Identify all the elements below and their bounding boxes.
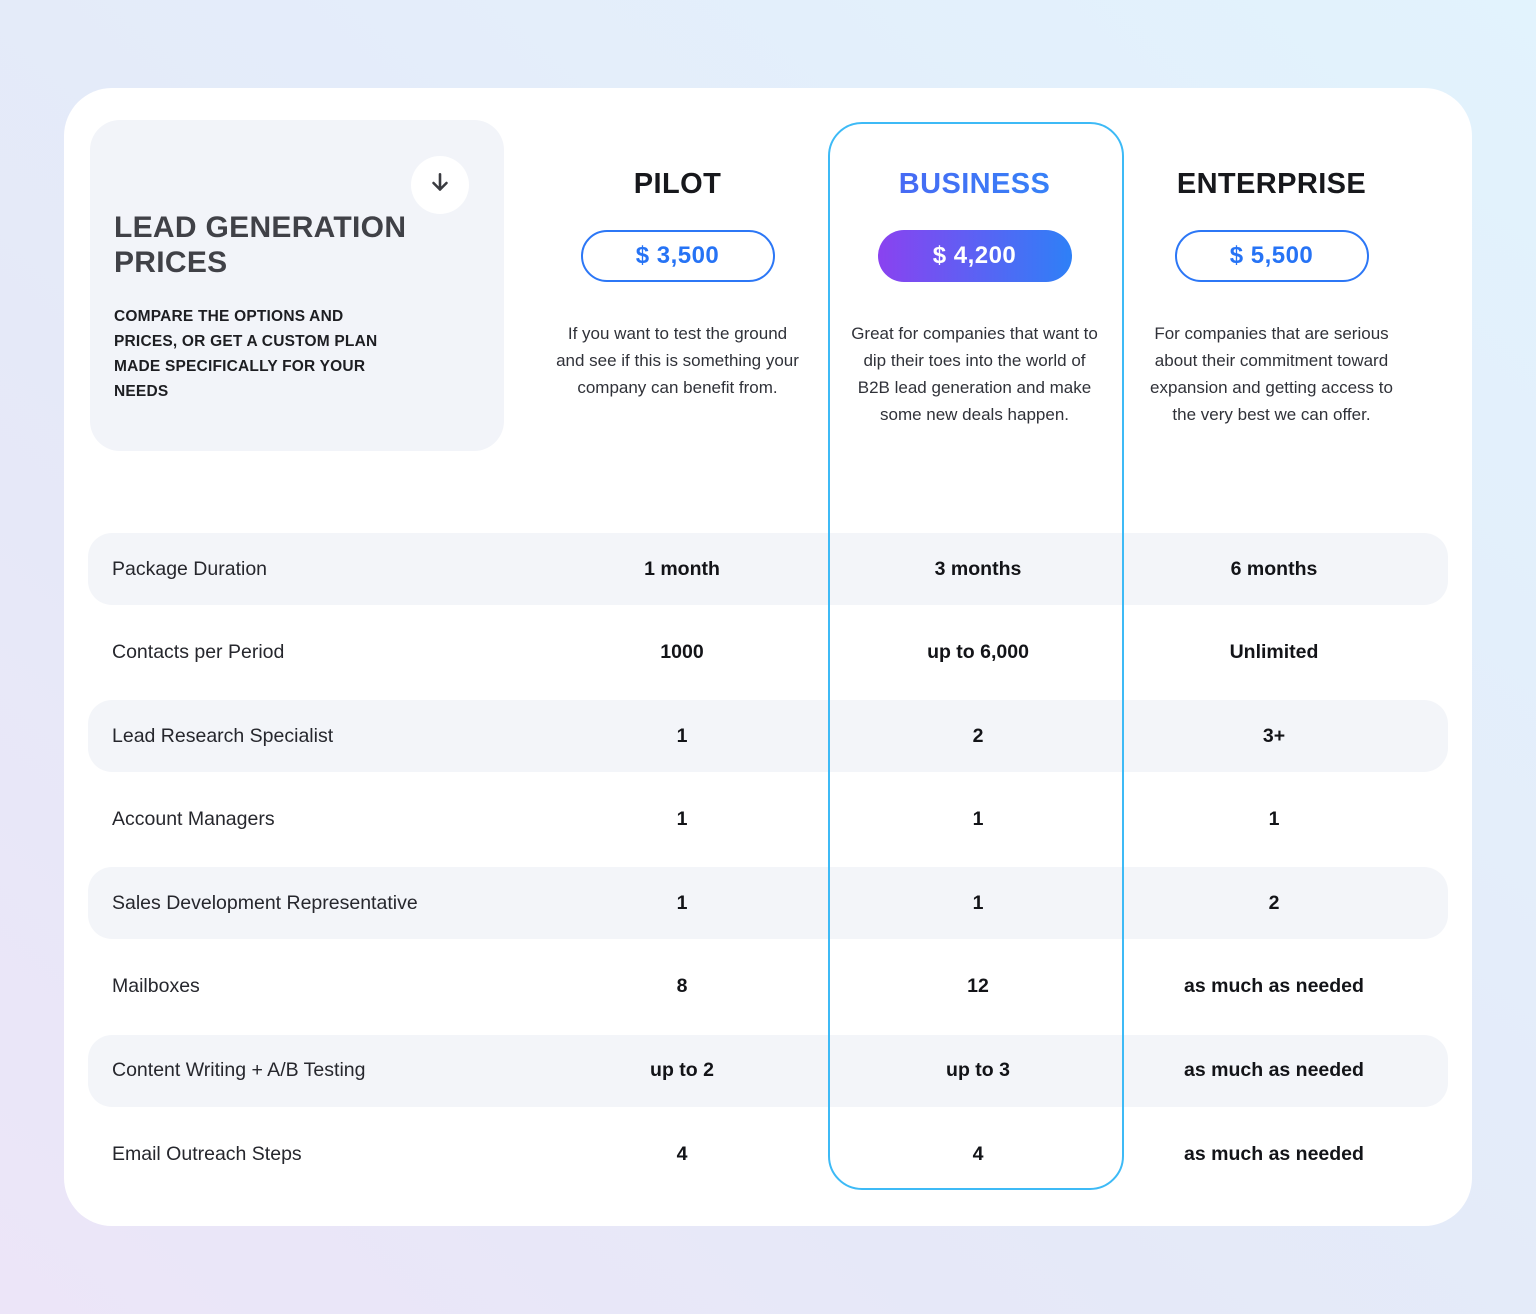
plan-price-pill-enterprise[interactable]: $ 5,500 — [1174, 230, 1369, 282]
feature-label: Sales Development Representative — [112, 891, 418, 914]
feature-value-enterprise: Unlimited — [1229, 641, 1319, 664]
feature-value-pilot: up to 2 — [650, 1059, 714, 1082]
scroll-down-button[interactable] — [411, 156, 469, 214]
feature-value-enterprise: as much as needed — [1184, 975, 1364, 998]
feature-value-business: 1 — [972, 891, 984, 914]
feature-row: Package Duration 1 month 3 months 6 mont… — [88, 533, 1448, 605]
feature-value-pilot: 1 — [676, 891, 688, 914]
plan-name: BUSINESS — [826, 166, 1123, 202]
plan-name: ENTERPRISE — [1176, 168, 1367, 200]
feature-row: Account Managers 1 1 1 — [88, 784, 1448, 856]
plan-column-pilot: PILOT $ 3,500 If you want to test the gr… — [529, 166, 826, 428]
plan-column-business: BUSINESS $ 4,200 Great for companies tha… — [826, 166, 1123, 428]
feature-table: Package Duration 1 month 3 months 6 mont… — [88, 533, 1448, 1202]
feature-value-enterprise: as much as needed — [1184, 1142, 1364, 1165]
plan-price-label: $ 3,500 — [635, 242, 720, 269]
feature-value-pilot: 4 — [676, 1142, 688, 1165]
feature-value-business: up to 3 — [946, 1059, 1010, 1082]
feature-value-business: 3 months — [934, 557, 1022, 580]
plan-price-pill-business[interactable]: $ 4,200 — [877, 230, 1072, 282]
feature-label: Account Managers — [112, 808, 275, 831]
feature-label: Email Outreach Steps — [112, 1142, 302, 1165]
feature-row: Email Outreach Steps 4 4 as much as need… — [88, 1118, 1448, 1190]
feature-label: Contacts per Period — [112, 641, 285, 664]
feature-label: Content Writing + A/B Testing — [112, 1059, 366, 1082]
page-title: LEAD GENERATION PRICES — [114, 211, 407, 279]
plan-description: Great for companies that want to dip the… — [851, 324, 1098, 424]
feature-label: Package Duration — [112, 557, 268, 580]
feature-value-enterprise: 6 months — [1230, 557, 1318, 580]
down-arrow-icon — [427, 170, 453, 201]
feature-row: Lead Research Specialist 1 2 3+ — [88, 700, 1448, 773]
feature-row: Content Writing + A/B Testing up to 2 up… — [88, 1034, 1448, 1107]
page-subtitle: COMPARE THE OPTIONS AND PRICES, OR GET A… — [114, 308, 378, 400]
feature-value-business: 4 — [972, 1142, 984, 1165]
feature-row: Contacts per Period 1000 up to 6,000 Unl… — [88, 617, 1448, 689]
feature-label: Mailboxes — [112, 975, 200, 998]
feature-value-business: up to 6,000 — [927, 641, 1029, 664]
plan-price-label: $ 5,500 — [1229, 242, 1314, 269]
feature-value-pilot: 1 month — [644, 557, 720, 580]
feature-value-pilot: 1000 — [660, 641, 704, 664]
intro-panel: LEAD GENERATION PRICES COMPARE THE OPTIO… — [90, 120, 504, 451]
feature-value-business: 2 — [972, 724, 984, 747]
plan-description: If you want to test the ground and see i… — [556, 324, 799, 397]
feature-value-business: 1 — [972, 808, 984, 831]
feature-value-pilot: 1 — [676, 724, 688, 747]
plan-description: For companies that are serious about the… — [1150, 324, 1393, 424]
plan-name: PILOT — [633, 168, 722, 200]
feature-value-business: 12 — [967, 975, 989, 998]
feature-value-enterprise: 2 — [1268, 891, 1280, 914]
plan-column-enterprise: ENTERPRISE $ 5,500 For companies that ar… — [1123, 166, 1420, 428]
feature-value-pilot: 1 — [676, 808, 688, 831]
feature-value-enterprise: 3+ — [1262, 724, 1286, 747]
plan-price-pill-pilot[interactable]: $ 3,500 — [580, 230, 775, 282]
feature-row: Mailboxes 8 12 as much as needed — [88, 951, 1448, 1023]
feature-value-pilot: 8 — [676, 975, 688, 998]
plan-headers: PILOT $ 3,500 If you want to test the gr… — [529, 166, 1420, 428]
feature-value-enterprise: 1 — [1268, 808, 1280, 831]
feature-label: Lead Research Specialist — [112, 724, 334, 747]
plan-price-label: $ 4,200 — [932, 242, 1017, 269]
pricing-card: LEAD GENERATION PRICES COMPARE THE OPTIO… — [64, 88, 1472, 1226]
feature-row: Sales Development Representative 1 1 2 — [88, 867, 1448, 940]
feature-value-enterprise: as much as needed — [1184, 1059, 1364, 1082]
